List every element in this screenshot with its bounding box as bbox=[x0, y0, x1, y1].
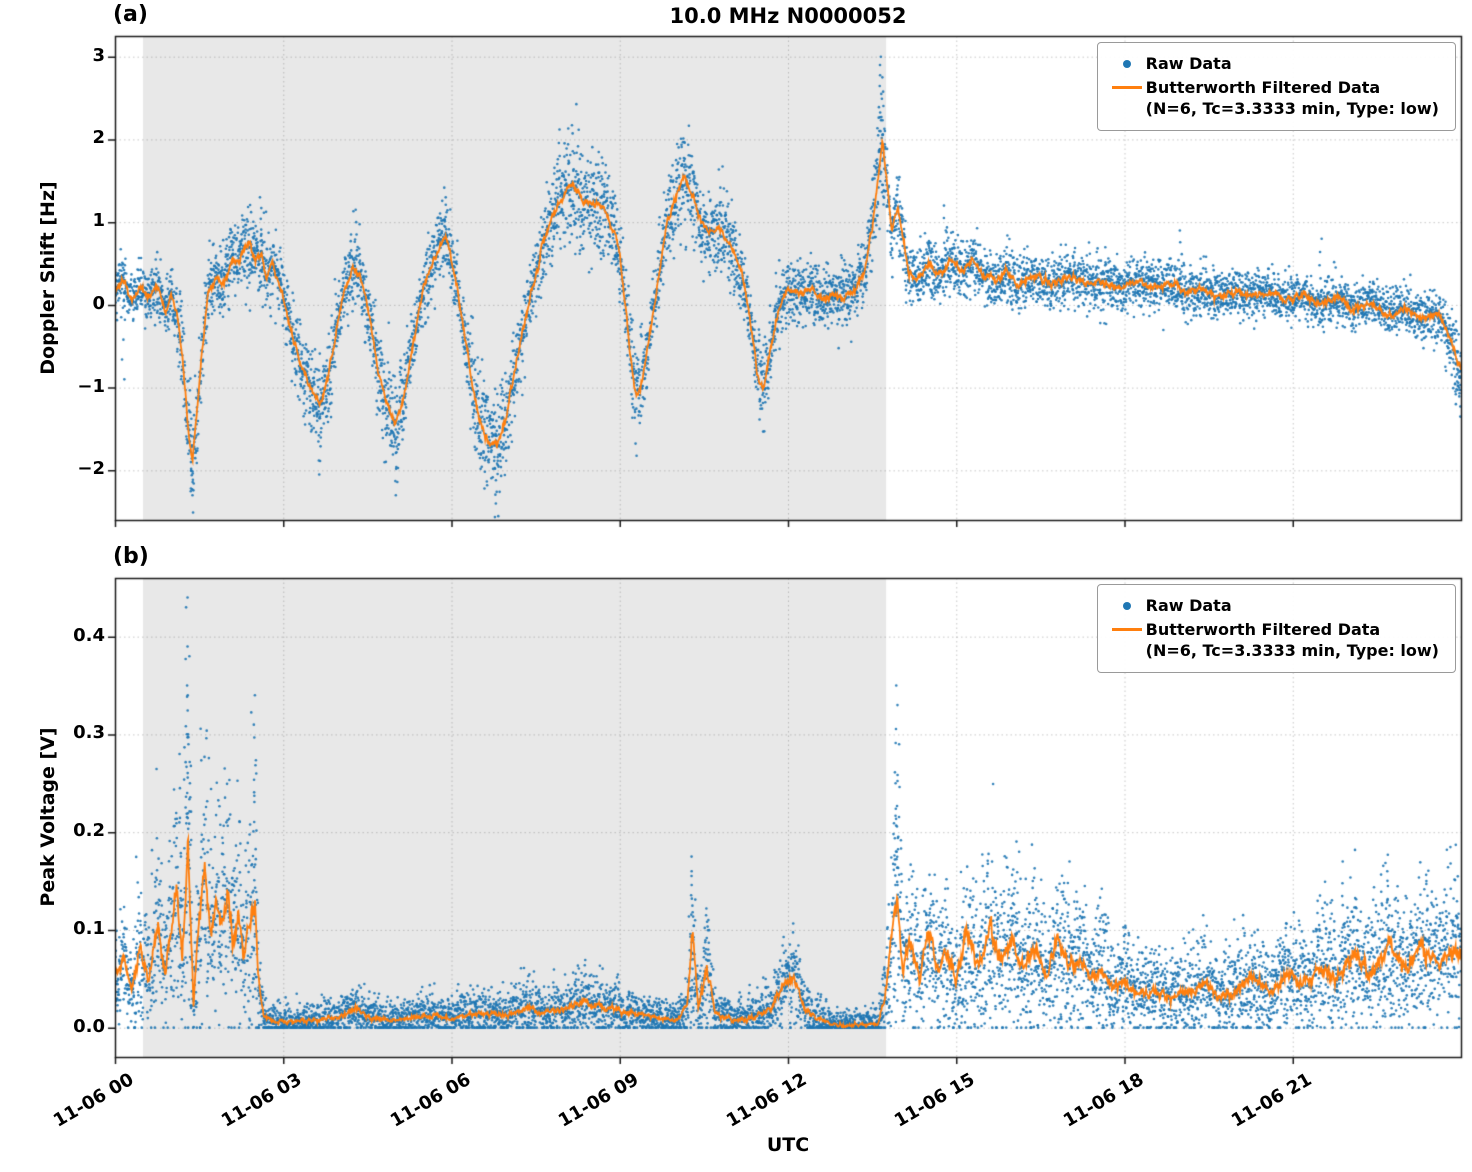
legend-panel-a: Raw Data Butterworth Filtered Data (N=6,… bbox=[1096, 42, 1456, 132]
panel-b-letter: (b) bbox=[113, 544, 149, 569]
y-tick-label: 0.3 bbox=[73, 722, 105, 744]
y-tick-label: 1 bbox=[92, 210, 105, 232]
legend-panel-b: Raw Data Butterworth Filtered Data (N=6,… bbox=[1096, 584, 1456, 674]
y-tick-label: 0.1 bbox=[73, 917, 105, 939]
filtered-line-marker-icon bbox=[1111, 628, 1142, 632]
legend-filtered-label: Butterworth Filtered Data bbox=[1145, 77, 1381, 97]
y-tick-label: −2 bbox=[77, 458, 105, 480]
legend-raw-entry: Raw Data bbox=[1108, 596, 1439, 617]
legend-filtered-sublabel: (N=6, Tc=3.3333 min, Type: low) bbox=[1145, 98, 1439, 118]
y-tick-label: 0.0 bbox=[73, 1015, 105, 1037]
y-tick-label: −1 bbox=[77, 375, 105, 397]
chart-title: 10.0 MHz N0000052 bbox=[669, 4, 907, 28]
y-tick-label: 2 bbox=[92, 127, 105, 149]
y-tick-label: 0 bbox=[92, 292, 105, 314]
y-tick-label: 0.4 bbox=[73, 624, 105, 646]
legend-filtered-label: Butterworth Filtered Data bbox=[1145, 619, 1381, 639]
legend-raw-entry: Raw Data bbox=[1108, 54, 1439, 75]
y-tick-label: 3 bbox=[92, 44, 105, 66]
raw-data-marker-icon bbox=[1122, 602, 1131, 610]
x-axis-label: UTC bbox=[766, 1134, 810, 1156]
legend-filtered-entry: Butterworth Filtered Data (N=6, Tc=3.333… bbox=[1108, 620, 1439, 662]
filtered-line-marker-icon bbox=[1111, 86, 1142, 90]
y-tick-label: 0.2 bbox=[73, 820, 105, 842]
legend-filtered-sublabel: (N=6, Tc=3.3333 min, Type: low) bbox=[1145, 640, 1439, 660]
raw-data-marker-icon bbox=[1122, 60, 1131, 68]
panel-a-y-axis-label: Doppler Shift [Hz] bbox=[37, 181, 59, 375]
legend-raw-label: Raw Data bbox=[1145, 596, 1232, 615]
legend-filtered-entry: Butterworth Filtered Data (N=6, Tc=3.333… bbox=[1108, 78, 1439, 120]
panel-a-letter: (a) bbox=[113, 2, 148, 27]
legend-raw-label: Raw Data bbox=[1145, 54, 1232, 73]
panel-b-y-axis-label: Peak Voltage [V] bbox=[37, 727, 59, 907]
